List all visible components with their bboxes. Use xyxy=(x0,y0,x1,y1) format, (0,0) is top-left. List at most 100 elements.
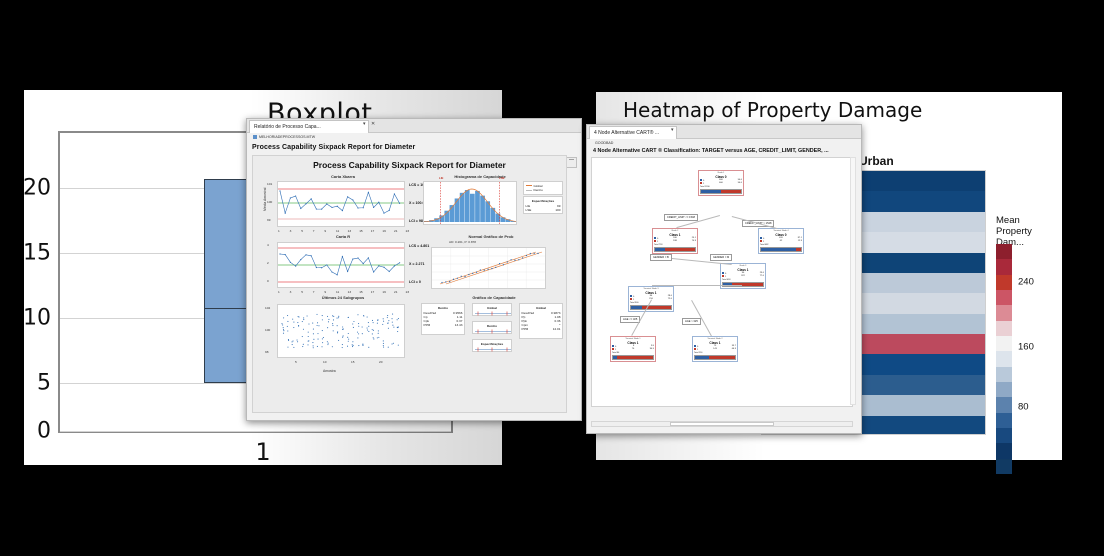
legend-swatch-within xyxy=(525,189,532,191)
boxplot-ytick: 10 xyxy=(23,305,51,331)
cart-node-bar xyxy=(700,189,742,195)
xbar-ucl-label: LCS = 101.370 xyxy=(409,183,434,187)
axis-tick: 5 xyxy=(301,290,303,294)
chart-plot xyxy=(474,311,511,315)
cart-node-row: 0 180 25.1 xyxy=(654,236,696,241)
cart-node-header: Terminal Node 3 xyxy=(643,288,659,290)
axis-tick: 13 xyxy=(347,290,352,294)
cart-split-label: AGE > 325 xyxy=(682,318,701,325)
rchart-chart xyxy=(277,242,405,288)
sixpack-report-window[interactable]: Relatório de Processo Capa... ▾ ✕ MELHOR… xyxy=(246,118,582,421)
sixpack-worksheet-label: MELHORIADEPROCESSOS.MTW xyxy=(253,135,315,139)
colorbar-segment xyxy=(996,366,1012,382)
cart-node-header: Node 1 xyxy=(717,172,725,174)
cart-node-bar xyxy=(654,247,696,253)
sixpack-heading: Process Capability Sixpack Report for Di… xyxy=(252,144,416,151)
colorbar-segment xyxy=(996,427,1012,444)
axis-tick: 23 xyxy=(405,290,410,294)
cart-split-label: GENDER = M xyxy=(710,254,733,261)
subgroups-xlabel: Amostra xyxy=(323,369,336,373)
colorbar-segment xyxy=(996,412,1012,428)
subgroups-subtitle: Últimos 24 Subgrupos xyxy=(321,295,365,300)
xbar-lcl-label: LCI = 98.751 xyxy=(409,219,430,223)
cart-node-class: Class 1 xyxy=(737,267,749,272)
cart-tab[interactable]: 4 Node Alternative CART® ... xyxy=(589,126,677,139)
boxplot-xaxis-label: 1 xyxy=(255,438,271,466)
cart-node[interactable]: Terminal Node 1 Class 1 0 8 9.5 1 76 90.5 Total … xyxy=(610,336,656,363)
axis-tick: 11 xyxy=(336,290,340,294)
cart-node-class: Class 0 xyxy=(715,174,727,179)
subgroups-ytick: 102 xyxy=(265,306,271,310)
cart-title: 4 Node Alternative CART ® Classification… xyxy=(593,148,829,154)
cart-node-total: Total 418 xyxy=(722,279,731,282)
axis-tick: 1 xyxy=(278,290,280,294)
axis-tick: 11 xyxy=(336,229,340,233)
xbar-ytick: 99 xyxy=(267,218,271,222)
axis-tick: 5 xyxy=(301,229,303,233)
worksheet-icon xyxy=(253,135,257,139)
spec-table-title: Especificações xyxy=(531,198,555,203)
cart-node-bar xyxy=(722,282,764,288)
axis-tick: 23 xyxy=(405,229,410,233)
axis-tick: 3 xyxy=(289,229,292,233)
sixpack-tab[interactable]: Relatório de Processo Capa... xyxy=(249,120,369,133)
within-title: Dentro xyxy=(438,305,448,310)
colorbar-segment xyxy=(996,397,1012,413)
stat-key: Pp xyxy=(521,314,526,319)
legend-title-line2: Property Dam... xyxy=(996,226,1032,248)
close-icon[interactable]: ✕ xyxy=(371,121,376,127)
stat-key: DesvPad xyxy=(521,310,535,315)
cart-node[interactable]: Node 2 Class 1 0 180 25.1 1 538 74.9 Total 718 xyxy=(652,228,698,255)
subgroups-chart xyxy=(277,304,405,358)
spec-val: 99 xyxy=(557,203,561,208)
boxplot-ytick: 20 xyxy=(23,175,51,201)
cart-node-total: Total 482 xyxy=(760,244,769,247)
capability-box-within: Dentro xyxy=(472,321,512,334)
cart-node-class: Class 1 xyxy=(669,232,681,237)
colorbar-segment xyxy=(996,305,1012,321)
capability-box-spec-title: Especificações xyxy=(480,341,504,346)
heatmap-legend-title: Mean Property Dam... xyxy=(996,215,1062,248)
colorbar-segment xyxy=(996,289,1012,306)
axis-tick: 17 xyxy=(370,290,375,294)
subgroups-ytick: 100 xyxy=(265,328,271,332)
colorbar-tick: 80 xyxy=(1018,401,1029,413)
chevron-down-icon[interactable]: ▾ xyxy=(363,121,366,127)
cart-node-row: 0 84 28.0 xyxy=(630,294,672,299)
cart-node[interactable]: Node 3 Class 1 0 96 23.0 1 322 77.0 Total 418 xyxy=(720,263,766,290)
cart-node[interactable]: Terminal Node 4 Class 0 0 420 87.1 1 62 12.9 Tot… xyxy=(758,228,804,255)
minimize-icon[interactable]: ⎻ xyxy=(566,157,577,168)
stat-val: * xyxy=(559,322,561,327)
chevron-down-icon[interactable]: ▾ xyxy=(671,127,674,133)
cart-node-bar xyxy=(612,355,654,361)
boxplot-gridline xyxy=(60,431,451,432)
cart-horizontal-scrollbar[interactable] xyxy=(591,421,853,427)
axis-tick: 7 xyxy=(312,290,315,294)
rchart-subtitle: Carta R xyxy=(335,234,351,239)
xbar-center-label: X = 100.060 xyxy=(409,201,429,205)
cart-node-total: Total 216 xyxy=(694,352,703,355)
heatmap-colorbar-gradient xyxy=(996,244,1012,474)
normalplot-chart xyxy=(431,247,546,289)
stat-key: DesvPad xyxy=(423,310,437,315)
colorbar-tick: 240 xyxy=(1018,276,1034,288)
stat-val: 0.9566 xyxy=(453,310,463,315)
histogram-legend: Global Dentro xyxy=(523,181,563,195)
cart-node[interactable]: Node 1 Class 0 0 600 50.0 1 600 50.0 Total 1200 xyxy=(698,170,744,197)
boxplot-ytick: 0 xyxy=(37,418,51,444)
scrollbar-thumb[interactable] xyxy=(670,422,774,426)
xbar-chart xyxy=(277,181,405,227)
cart-classification-window[interactable]: 4 Node Alternative CART® ... ▾ GOODBAD 4… xyxy=(586,124,862,434)
cart-node-header: Terminal Node 4 xyxy=(773,230,789,232)
cart-node-header: Node 3 xyxy=(739,265,747,267)
stat-val: 0.37 xyxy=(456,318,463,323)
cart-node-class: Class 1 xyxy=(645,290,657,295)
cart-node-bar xyxy=(694,355,736,361)
axis-tick: 21 xyxy=(394,229,398,233)
capability-box-within-title: Dentro xyxy=(487,323,497,328)
cart-node[interactable]: Terminal Node 2 Class 1 0 73 33.7 1 143 66.3 Tot… xyxy=(692,336,738,363)
cart-node-row: 0 420 87.1 xyxy=(760,236,802,241)
cart-vertical-scrollbar[interactable] xyxy=(850,157,856,405)
sixpack-canvas: Process Capability Sixpack Report for Di… xyxy=(252,155,567,413)
